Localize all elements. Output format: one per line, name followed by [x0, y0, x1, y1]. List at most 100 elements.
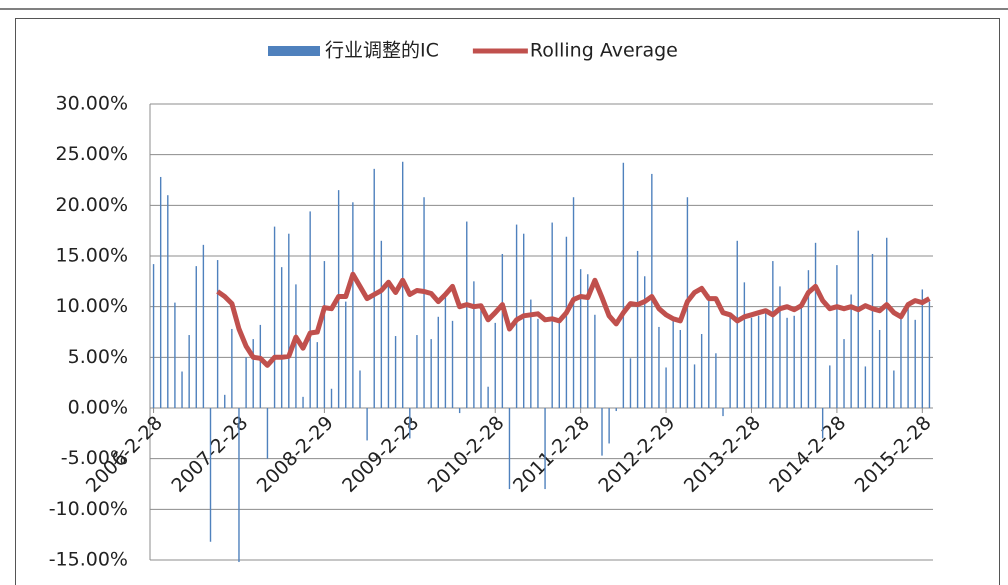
bar	[202, 244, 205, 408]
chart-frame	[15, 18, 1000, 585]
bar	[715, 353, 717, 408]
bar	[821, 408, 824, 439]
bar	[814, 242, 817, 408]
bar	[394, 336, 397, 408]
y-tick-label: 30.00%	[56, 93, 128, 115]
bar	[508, 408, 511, 490]
bar	[921, 289, 924, 408]
bar	[850, 294, 852, 408]
bar	[907, 305, 909, 408]
bar	[886, 237, 888, 408]
bar	[878, 329, 881, 408]
bar	[423, 197, 425, 408]
bar	[772, 261, 774, 408]
bar	[729, 312, 731, 408]
bar	[779, 286, 781, 408]
y-tick-label: 0.00%	[68, 397, 128, 419]
x-tick-label: 2013-2-28	[680, 412, 765, 497]
bar	[245, 357, 247, 408]
bar	[480, 307, 482, 408]
bar	[302, 396, 304, 408]
bar	[900, 315, 902, 408]
bar	[515, 224, 518, 408]
bar	[843, 339, 845, 408]
bar	[601, 408, 603, 456]
rolling-average-line	[216, 271, 931, 368]
bar	[345, 301, 347, 408]
bar	[700, 334, 703, 408]
legend-swatch	[268, 46, 320, 56]
x-tick-label: 2010-2-28	[424, 412, 509, 497]
bar	[316, 342, 318, 408]
bar	[693, 364, 696, 408]
bar	[451, 320, 454, 408]
bar	[672, 316, 674, 408]
bar	[658, 326, 660, 408]
bar	[608, 408, 610, 444]
bar	[523, 233, 525, 408]
bar	[458, 408, 461, 414]
bar	[743, 282, 746, 408]
bar	[629, 358, 632, 408]
bar	[195, 266, 197, 408]
y-tick-label: 15.00%	[56, 245, 128, 267]
y-tick-label: -15.00%	[49, 549, 128, 571]
bar	[174, 302, 176, 408]
bar	[537, 318, 539, 408]
bar	[152, 264, 155, 408]
bar	[380, 240, 383, 408]
y-tick-label: 25.00%	[56, 143, 128, 165]
bar	[273, 226, 276, 408]
y-tick-label: 5.00%	[68, 346, 128, 368]
x-tick-label: 2014-2-28	[765, 412, 850, 497]
bar	[323, 261, 326, 408]
bar	[565, 236, 568, 408]
bar	[280, 267, 283, 408]
bar	[466, 221, 468, 408]
bar	[473, 281, 475, 408]
bar	[750, 317, 753, 408]
x-tick-label: 2011-2-28	[509, 412, 594, 497]
bar	[387, 286, 390, 408]
bar	[259, 324, 262, 408]
bar	[636, 250, 639, 408]
bar	[487, 386, 489, 408]
bar	[836, 265, 838, 408]
bar	[544, 408, 546, 490]
bar	[914, 319, 916, 408]
bar	[793, 315, 795, 408]
bar	[416, 335, 418, 408]
bar	[665, 367, 667, 408]
bar	[366, 408, 368, 441]
bar	[864, 366, 867, 408]
bar	[444, 291, 447, 408]
bar	[736, 240, 738, 408]
bar	[530, 299, 532, 408]
bar	[373, 168, 375, 408]
x-tick-label: 2015-2-28	[851, 412, 936, 497]
bar	[644, 276, 646, 408]
y-tick-label: -5.00%	[61, 447, 128, 469]
bar	[309, 211, 311, 408]
bar	[295, 284, 297, 408]
bar	[786, 317, 788, 408]
bar	[558, 321, 560, 408]
bar	[430, 339, 432, 408]
bar	[551, 222, 553, 408]
bar	[722, 408, 724, 417]
bar	[829, 365, 831, 408]
bar	[181, 371, 183, 408]
bar	[893, 370, 895, 408]
y-tick-label: -10.00%	[49, 498, 128, 520]
x-tick-label: 2008-2-29	[253, 412, 338, 497]
bar	[579, 269, 582, 408]
bar	[871, 253, 874, 408]
bar	[409, 408, 411, 439]
bar	[622, 162, 625, 408]
bar	[765, 311, 767, 408]
bar	[252, 339, 254, 408]
bar	[224, 394, 226, 408]
legend-label: 行业调整的IC	[325, 40, 439, 62]
bar	[587, 274, 589, 408]
